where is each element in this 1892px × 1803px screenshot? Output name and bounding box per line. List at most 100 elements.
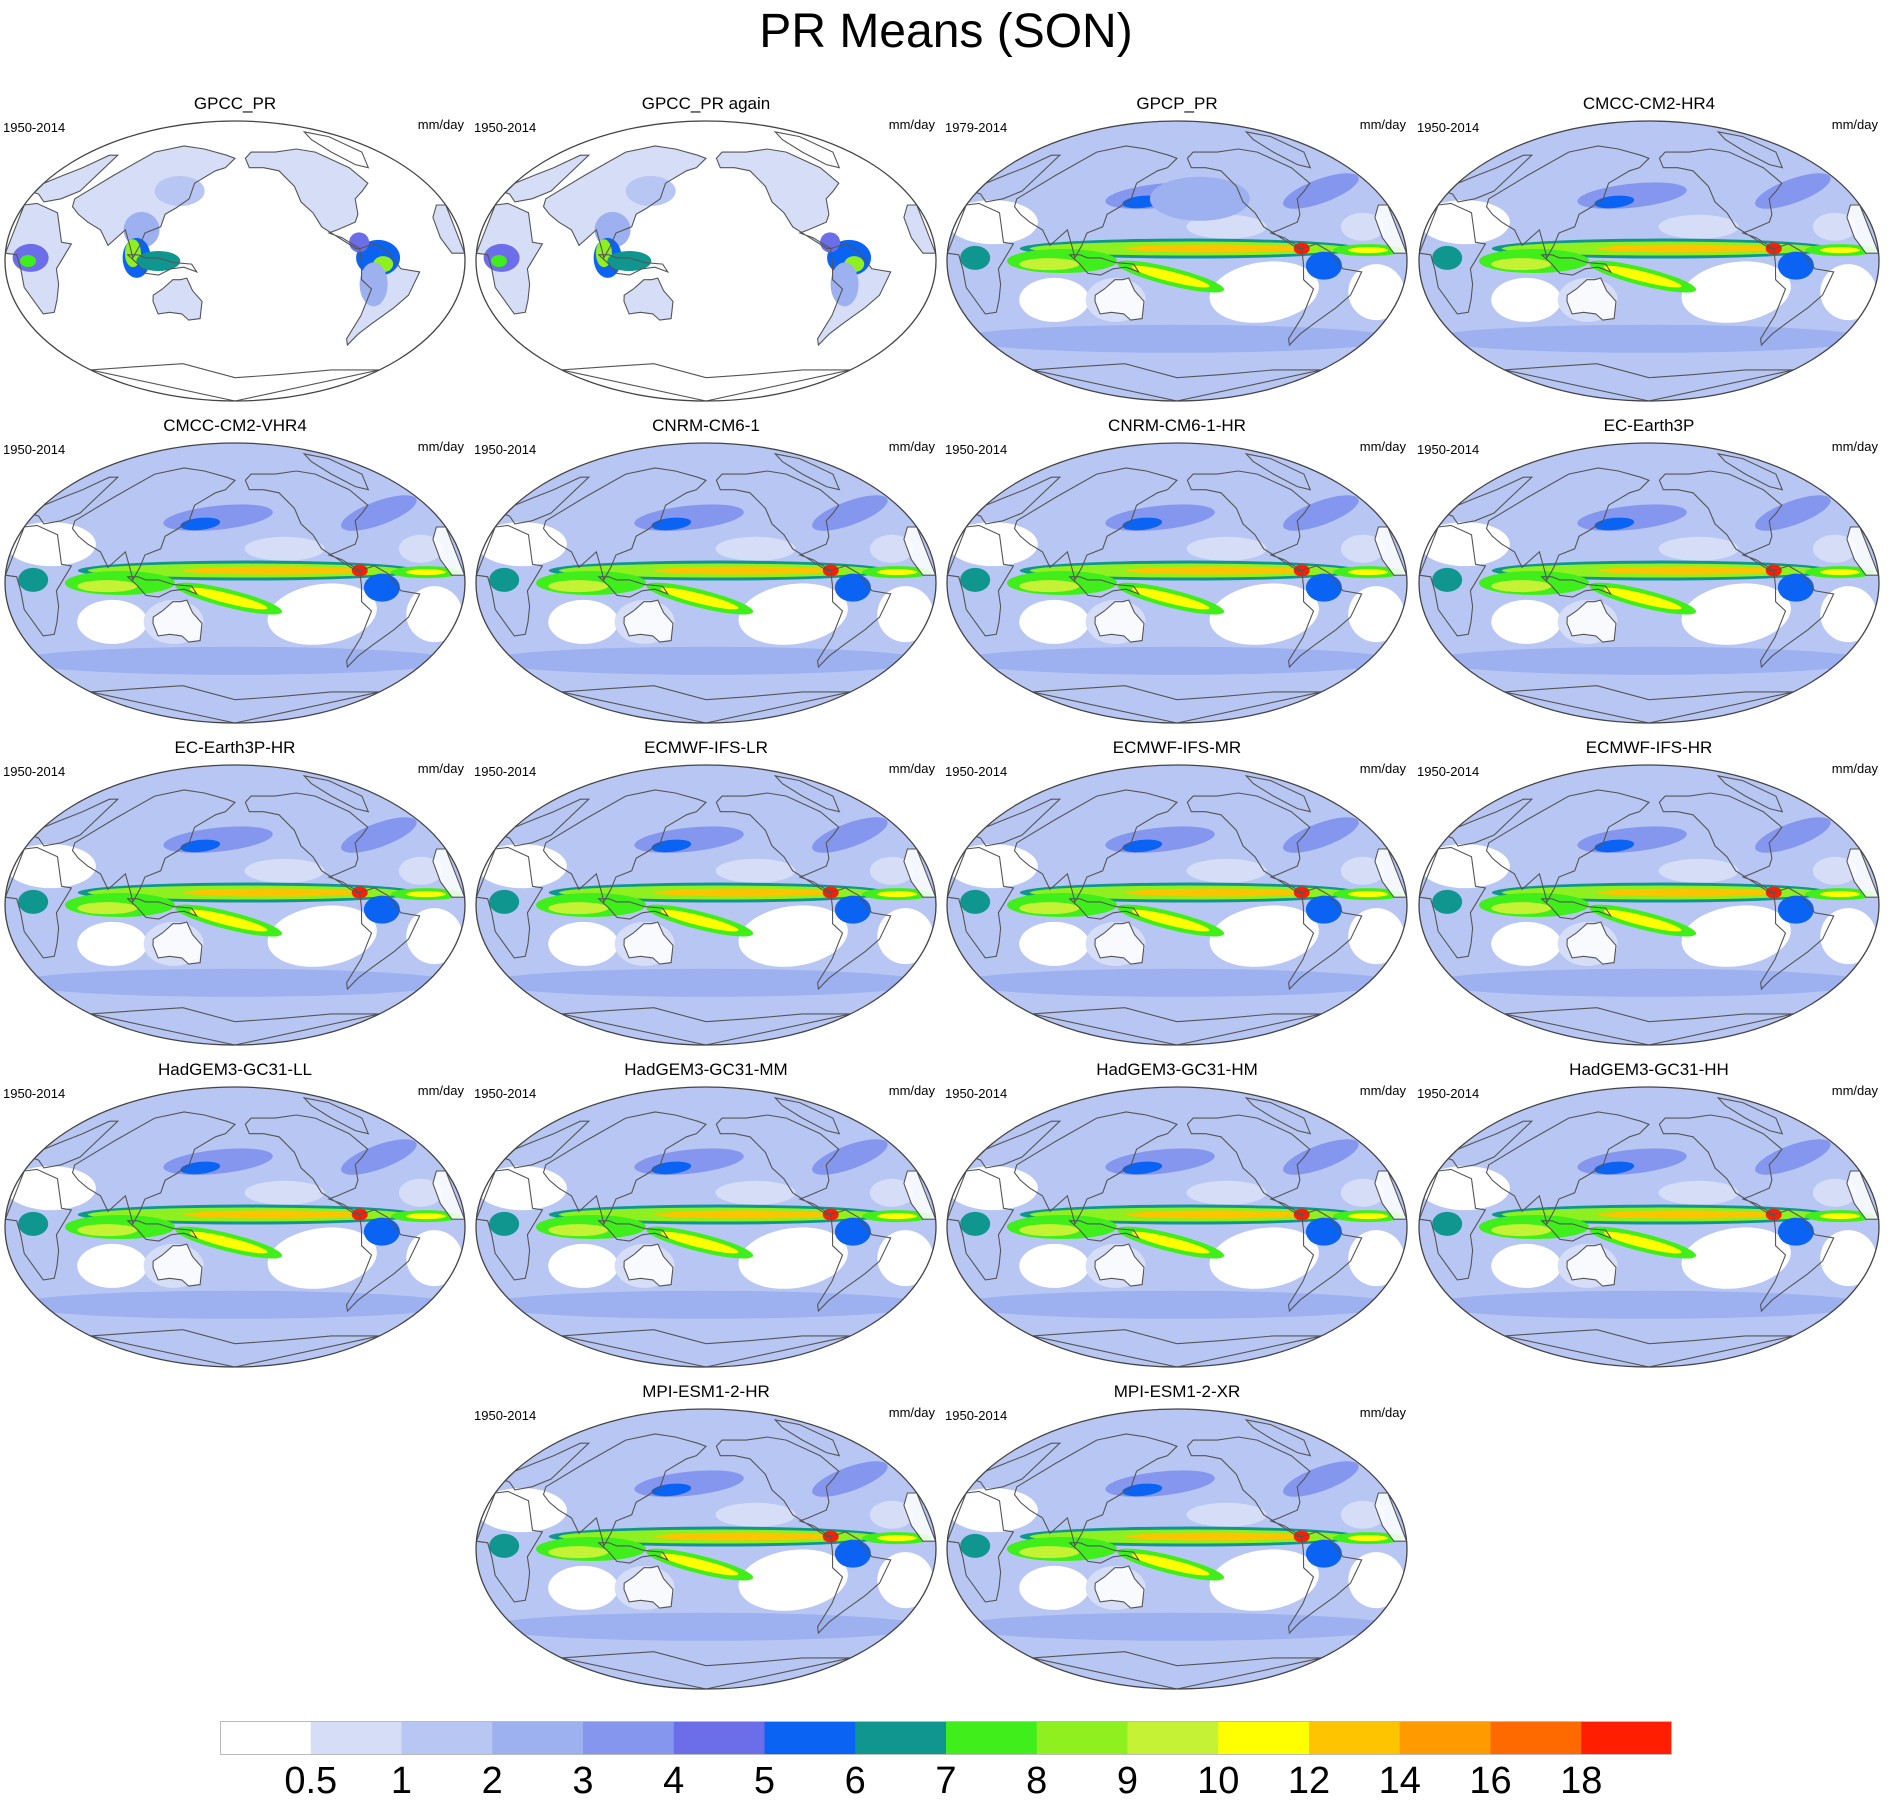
panel-period: 1950-2014 <box>1417 442 1480 457</box>
panel-title: CMCC-CM2-HR4 <box>1582 94 1716 113</box>
panel-period: 1950-2014 <box>945 1408 1008 1423</box>
panel-period: 1950-2014 <box>3 764 66 779</box>
panel-period: 1950-2014 <box>3 442 66 457</box>
colorbar-tick-label: 10 <box>1197 1760 1240 1802</box>
map-panel: GPCC_PR again 1950-2014 mm/day <box>471 94 941 404</box>
precip-field <box>947 121 1407 401</box>
map-plot <box>475 1408 937 1690</box>
precip-field <box>1419 121 1879 401</box>
map-plot <box>1418 120 1880 402</box>
map-plot <box>475 1086 937 1368</box>
map-frame <box>1418 764 1880 1046</box>
figure-title: PR Means (SON) <box>759 5 1133 58</box>
coastlines <box>1419 453 1879 723</box>
precip-field <box>1419 1087 1879 1367</box>
colorbar-labels: 0.5 1 2 3 4 5 6 7 8 9 10 12 14 16 18 <box>0 1760 1892 1802</box>
panel-units: mm/day <box>1831 439 1878 454</box>
map-panel: HadGEM3-GC31-MM 1950-2014 mm/day <box>471 1060 941 1370</box>
panel-title: HadGEM3-GC31-MM <box>624 1060 788 1079</box>
panel-units: mm/day <box>888 117 935 132</box>
map-plot <box>946 764 1408 1046</box>
panel-units: mm/day <box>1359 761 1406 776</box>
map-plot <box>475 120 937 402</box>
colorbar-swatch <box>1399 1721 1491 1755</box>
map-panel: CMCC-CM2-VHR4 1950-2014 mm/day <box>0 416 470 726</box>
panel-units: mm/day <box>1831 1083 1878 1098</box>
map-plot <box>4 442 466 724</box>
colorbar-swatch <box>1218 1721 1310 1755</box>
colorbar-swatch <box>310 1721 402 1755</box>
map-panel: GPCC_PR 1950-2014 mm/day <box>0 94 470 404</box>
colorbar-tick-label: 4 <box>663 1760 685 1802</box>
colorbar-swatch <box>220 1721 312 1755</box>
map-frame <box>946 442 1408 724</box>
colorbar-tick-label: 3 <box>572 1760 594 1802</box>
coastlines <box>947 1419 1407 1689</box>
precip-field <box>5 443 465 723</box>
coastlines <box>1419 1097 1879 1367</box>
panel-units: mm/day <box>1359 1405 1406 1420</box>
panel-title: GPCC_PR again <box>641 94 771 113</box>
map-plot <box>475 764 937 1046</box>
colorbar-frame <box>220 1721 1672 1755</box>
colorbar-tick-label: 5 <box>753 1760 776 1802</box>
map-plot <box>4 764 466 1046</box>
coastlines <box>476 1097 936 1367</box>
map-plot <box>1418 1086 1880 1368</box>
colorbar-tick-label: 14 <box>1378 1760 1421 1802</box>
map-panel: HadGEM3-GC31-LL 1950-2014 mm/day <box>0 1060 470 1370</box>
precip-field <box>5 765 465 1045</box>
map-frame <box>1418 1086 1880 1368</box>
panel-title: MPI-ESM1-2-HR <box>642 1382 770 1401</box>
map-frame <box>946 1408 1408 1690</box>
map-plot <box>946 442 1408 724</box>
panel-period: 1950-2014 <box>474 1408 537 1423</box>
colorbar-tick-label: 6 <box>844 1760 866 1802</box>
panel-period: 1950-2014 <box>3 120 66 135</box>
map-panel: CMCC-CM2-HR4 1950-2014 mm/day <box>1414 94 1884 404</box>
panel-units: mm/day <box>417 439 464 454</box>
colorbar-swatch <box>673 1721 765 1755</box>
precip-field <box>947 443 1407 723</box>
coastlines <box>947 131 1407 401</box>
panel-period: 1950-2014 <box>945 442 1008 457</box>
panel-title: HadGEM3-GC31-HH <box>1569 1060 1729 1079</box>
map-panel: GPCP_PR 1979-2014 mm/day <box>942 94 1412 404</box>
precip-field <box>1419 443 1879 723</box>
map-frame <box>475 1408 937 1690</box>
map-plot <box>475 442 937 724</box>
panel-units: mm/day <box>417 1083 464 1098</box>
panel-units: mm/day <box>888 1083 935 1098</box>
map-panel: MPI-ESM1-2-XR 1950-2014 mm/day <box>942 1382 1412 1692</box>
coastlines <box>5 1097 465 1367</box>
precip-field <box>476 1409 936 1689</box>
panel-period: 1950-2014 <box>474 120 537 135</box>
map-panel: CNRM-CM6-1 1950-2014 mm/day <box>471 416 941 726</box>
panel-title: EC-Earth3P-HR <box>174 738 296 757</box>
colorbar-swatch <box>1036 1721 1128 1755</box>
panel-title: HadGEM3-GC31-HM <box>1096 1060 1258 1079</box>
coastlines <box>476 131 936 401</box>
precip-field <box>1419 765 1879 1045</box>
panel-units: mm/day <box>888 1405 935 1420</box>
map-frame <box>475 442 937 724</box>
panel-units: mm/day <box>1359 117 1406 132</box>
panel-period: 1979-2014 <box>945 120 1008 135</box>
precip-field <box>5 1087 465 1367</box>
precip-field <box>476 1087 936 1367</box>
map-panel: ECMWF-IFS-MR 1950-2014 mm/day <box>942 738 1412 1048</box>
precip-field <box>947 1409 1407 1689</box>
map-frame <box>475 120 937 402</box>
colorbar-tick-label: 0.5 <box>284 1760 338 1802</box>
panel-title: HadGEM3-GC31-LL <box>157 1060 312 1079</box>
panel-units: mm/day <box>1831 761 1878 776</box>
map-plot <box>946 120 1408 402</box>
panel-period: 1950-2014 <box>474 1086 537 1101</box>
colorbar-tick-label: 9 <box>1116 1760 1139 1802</box>
colorbar-tick-label: 7 <box>935 1760 957 1802</box>
map-frame <box>4 1086 466 1368</box>
precip-field <box>476 765 936 1045</box>
panel-period: 1950-2014 <box>3 1086 66 1101</box>
panel-period: 1950-2014 <box>1417 120 1480 135</box>
colorbar-tick-label: 18 <box>1560 1760 1603 1802</box>
